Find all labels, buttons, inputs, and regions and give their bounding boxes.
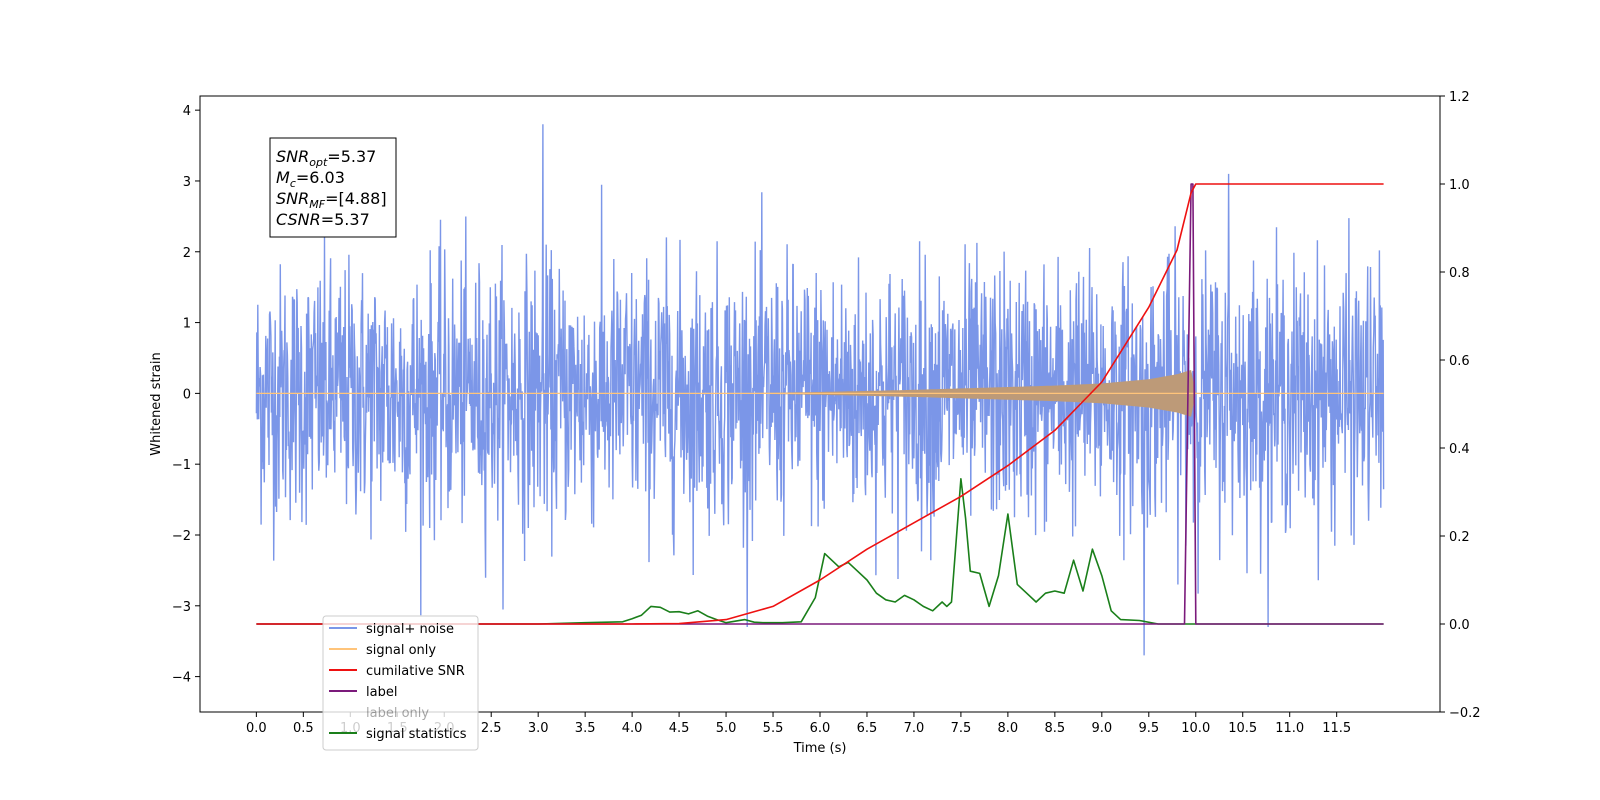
y2-tick-label: 0.8 — [1449, 266, 1470, 281]
y2-tick-label: 1.2 — [1449, 90, 1470, 105]
y-tick-label: 3 — [183, 175, 191, 190]
annotation-line: SNRopt=5.37 — [276, 147, 376, 169]
legend: signal+ noise signal only cumilative SNR la… — [322, 615, 479, 751]
legend-label: signal only — [366, 643, 436, 658]
y2-tick-label: 0.4 — [1449, 442, 1470, 457]
x-tick-label: 0.0 — [246, 721, 267, 736]
legend-frame — [322, 615, 479, 751]
x-tick-label: 11.5 — [1322, 721, 1351, 736]
annotation-line: SNRMF=[4.88] — [276, 189, 387, 211]
y2-tick-label: 1.0 — [1449, 178, 1470, 193]
signal-noise-series — [255, 124, 1385, 656]
y-tick-label: −3 — [172, 600, 191, 615]
y-tick-label: 0 — [183, 387, 191, 402]
x-tick-label: 2.5 — [481, 721, 502, 736]
x-tick-label: 8.5 — [1045, 721, 1066, 736]
legend-label: label only — [366, 706, 429, 721]
x-tick-label: 6.5 — [857, 721, 878, 736]
annotation-line: CSNR=5.37 — [276, 210, 370, 229]
y-tick-label: −4 — [172, 671, 191, 686]
y-tick-label: −1 — [172, 458, 191, 473]
y-tick-label: 2 — [183, 246, 191, 261]
x-tick-label: 7.5 — [951, 721, 972, 736]
y-tick-label: 1 — [183, 317, 191, 332]
annotation-line: Mc=6.03 — [276, 168, 345, 190]
x-tick-label: 5.0 — [716, 721, 737, 736]
x-tick-label: 8.0 — [998, 721, 1019, 736]
x-tick-label: 3.0 — [528, 721, 549, 736]
signal-statistics-line — [256, 478, 1384, 625]
legend-label: cumilative SNR — [366, 664, 465, 679]
x-tick-label: 9.0 — [1091, 721, 1112, 736]
y2-tick-label: 0.0 — [1449, 618, 1470, 633]
y2-tick-label: 0.2 — [1449, 530, 1470, 545]
x-tick-label: 6.0 — [810, 721, 831, 736]
x-tick-label: 3.5 — [575, 721, 596, 736]
cumulative-snr-line — [256, 183, 1384, 625]
x-tick-label: 9.5 — [1138, 721, 1159, 736]
x-axis-label: Time (s) — [793, 741, 847, 756]
y-tick-label: 4 — [183, 104, 191, 119]
x-tick-label: 4.5 — [669, 721, 690, 736]
y-axis-right: 1.2 1.0 0.8 0.6 0.4 0.2 0.0 −0.2 — [1440, 90, 1481, 721]
y-tick-label: −2 — [172, 529, 191, 544]
y-axis-left: 4 3 2 1 0 −1 −2 −3 −4 — [172, 104, 200, 686]
signal-only-series — [256, 370, 1384, 417]
x-tick-label: 11.0 — [1275, 721, 1304, 736]
legend-label: label — [366, 685, 397, 700]
y2-tick-label: −0.2 — [1449, 706, 1481, 721]
legend-label: signal statistics — [366, 727, 467, 742]
x-tick-label: 10.0 — [1181, 721, 1210, 736]
signal-noise-line — [255, 124, 1385, 656]
x-tick-label: 5.5 — [763, 721, 784, 736]
legend-label: signal+ noise — [366, 622, 454, 637]
x-tick-label: 7.0 — [904, 721, 925, 736]
y2-tick-label: 0.6 — [1449, 354, 1470, 369]
x-tick-label: 10.5 — [1228, 721, 1257, 736]
x-tick-label: 4.0 — [622, 721, 643, 736]
x-tick-label: 0.5 — [293, 721, 314, 736]
y-axis-label: Whitened strain — [149, 352, 164, 455]
label-line — [256, 183, 1384, 625]
